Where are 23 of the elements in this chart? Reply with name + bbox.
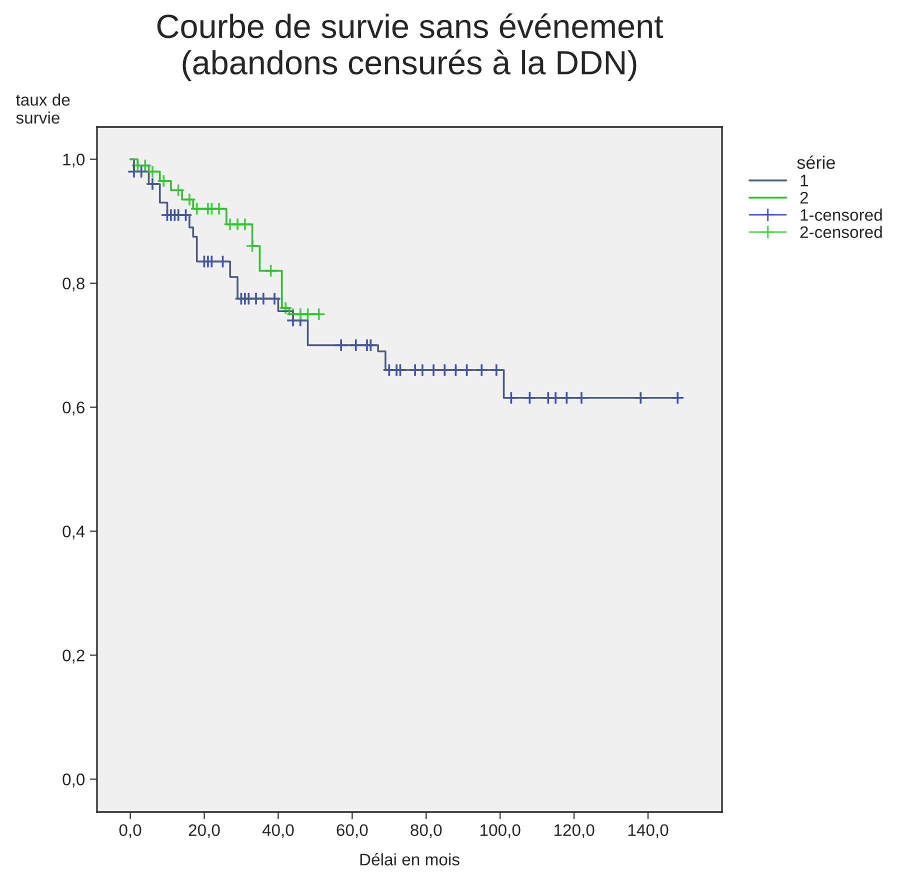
x-tick-label: 80,0 bbox=[410, 824, 442, 838]
y-tick-label: 0,2 bbox=[62, 650, 84, 664]
x-tick-label: 120,0 bbox=[554, 824, 594, 838]
point bbox=[278, 301, 292, 315]
x-axis-title: Délai en mois bbox=[360, 853, 460, 866]
x-tick-label: 60,0 bbox=[336, 824, 368, 838]
y-tick-label: 1,0 bbox=[63, 154, 85, 168]
x-tick-label: 20,0 bbox=[188, 824, 220, 838]
x-tick-label: 0,0 bbox=[119, 824, 142, 838]
y-axis-title: taux de survie bbox=[16, 94, 70, 124]
y-tick-label: 0,4 bbox=[62, 526, 85, 540]
chart-title: Courbe de survie sans événement (abandons censurés à la DDN) bbox=[157, 13, 664, 82]
y-tick-label: 0,6 bbox=[62, 402, 84, 416]
legend-label: 1 bbox=[800, 174, 808, 186]
y-tick-label: 0,0 bbox=[62, 774, 85, 788]
y-tick-label: 0,8 bbox=[62, 278, 84, 292]
legend-label: 2-censored bbox=[800, 226, 882, 238]
legend-title: série bbox=[797, 155, 835, 169]
x-tick-label: 40,0 bbox=[262, 824, 294, 838]
legend-label: 2 bbox=[800, 192, 808, 204]
legend-label: 1-censored bbox=[800, 208, 882, 221]
x-tick-label: 140,0 bbox=[628, 824, 668, 838]
x-tick-label: 100,0 bbox=[480, 824, 520, 838]
